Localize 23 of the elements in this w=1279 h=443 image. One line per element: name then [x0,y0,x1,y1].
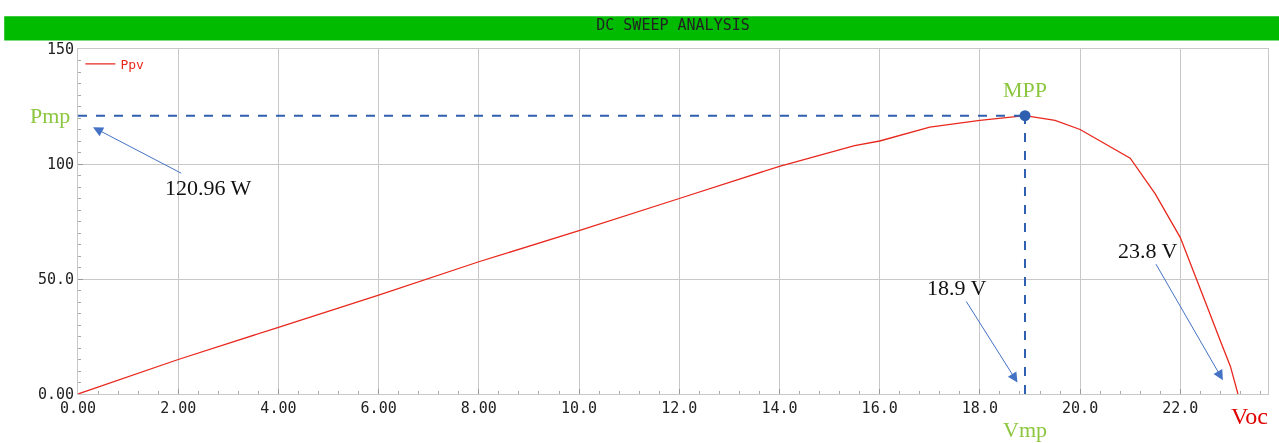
chart-title: DC SWEEP ANALYSIS [596,15,750,34]
text: Pmp [30,103,71,128]
annotation: 18.9 V [927,275,987,300]
x-tick-label: 10.0 [560,399,598,417]
x-tick-label: 22.0 [1162,399,1199,417]
text: Vmp [1003,417,1047,442]
x-tick-label: 2.00 [160,399,197,417]
annotation: MPP [1003,77,1048,102]
text: Voc [1231,403,1268,429]
y-tick-label: 50.0 [37,270,74,289]
y-tick-label: 150 [46,40,74,59]
x-tick-label: 20.0 [1062,399,1099,417]
x-tick-label: 18.0 [961,399,998,417]
x-tick-label: 12.0 [661,399,698,417]
annotation: 23.8 V [1118,238,1178,263]
annotation: 120.96 W [165,175,252,200]
y-tick-label: 100 [46,155,74,174]
x-tick-label: 14.0 [761,399,798,417]
x-tick-label: 16.0 [861,399,898,417]
x-tick-label: 6.00 [360,399,397,417]
x-tick-label: 8.00 [460,399,497,417]
x-tick-label: 4.00 [260,399,297,417]
legend-label: Ppv [120,57,145,73]
